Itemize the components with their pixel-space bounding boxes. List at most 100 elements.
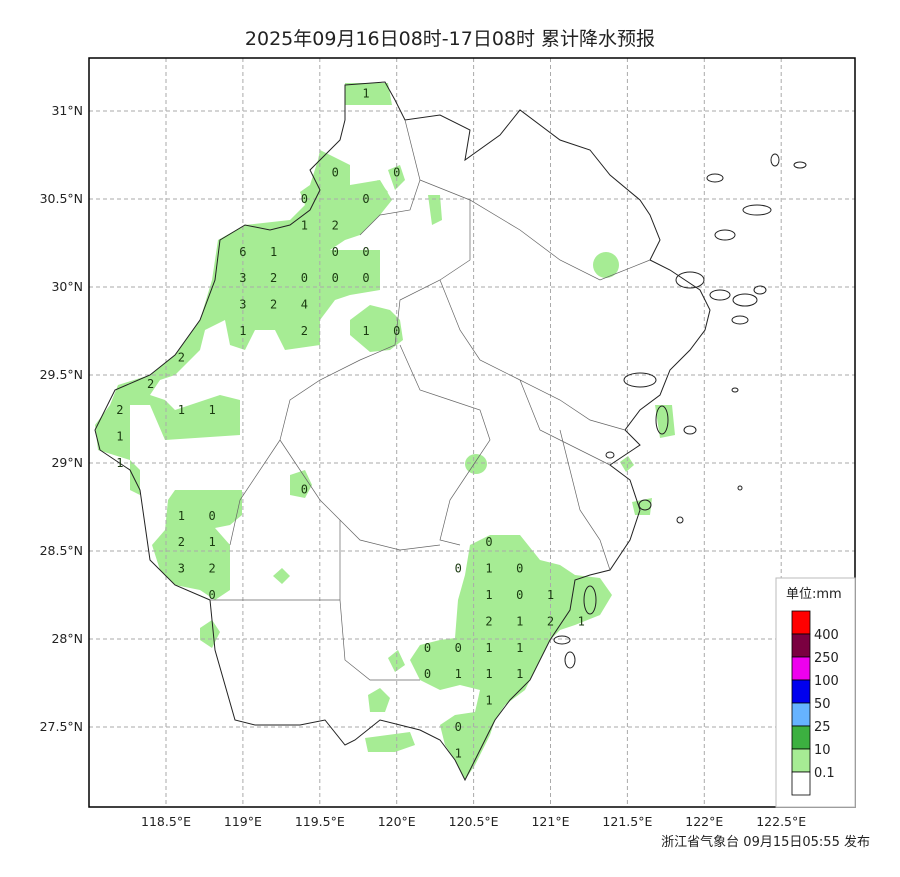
station-value: 0 [455,641,462,655]
station-value: 2 [547,614,554,628]
station-value: 1 [362,86,369,100]
lon-tick-label: 121°E [531,814,569,829]
station-value: 1 [455,667,462,681]
lon-tick-label: 120.5°E [449,814,499,829]
lat-tick-label: 30°N [51,279,83,294]
station-value: 0 [301,192,308,206]
station-value: 0 [424,667,431,681]
station-value: 1 [516,667,523,681]
legend-level-label: 100 [814,674,839,689]
station-value: 0 [332,245,339,259]
rain-area-anji [350,305,403,352]
station-value: 1 [516,614,523,628]
station-value: 6 [239,245,246,259]
station-value: 0 [332,166,339,180]
station-value: 0 [516,588,523,602]
station-value: 0 [485,535,492,549]
islands [553,153,807,669]
legend-swatch [791,656,811,681]
station-value: 3 [239,298,246,312]
station-value: 1 [239,324,246,338]
lon-tick-label: 118.5°E [141,814,191,829]
legend-level-label: 10 [814,743,831,758]
station-value: 2 [485,614,492,628]
legend-level-label: 0.1 [814,766,835,781]
station-value: 1 [516,641,523,655]
station-value: 1 [178,509,185,523]
station-value: 0 [209,509,216,523]
station-value: 0 [301,271,308,285]
station-value: 2 [116,403,123,417]
station-value: 3 [239,271,246,285]
lat-tick-label: 29°N [51,455,83,470]
station-value: 0 [209,588,216,602]
station-value: 2 [178,535,185,549]
station-value: 1 [578,614,585,628]
station-value: 1 [485,588,492,602]
station-value: 2 [301,324,308,338]
station-value: 1 [547,588,554,602]
station-value: 2 [270,298,277,312]
legend-box [775,577,856,808]
province-boundary [94,81,711,782]
station-value: 0 [516,562,523,576]
lat-tick-label: 30.5°N [40,191,83,206]
legend-level-label: 400 [814,628,839,643]
station-value: 1 [485,641,492,655]
zhejiang-outline [94,81,711,782]
station-value: 3 [178,562,185,576]
legend-swatch [791,771,811,796]
station-value: 2 [270,271,277,285]
station-value: 0 [362,271,369,285]
rain-area-east [593,252,619,278]
station-value: 2 [332,218,339,232]
station-value: 1 [485,562,492,576]
lat-tick-label: 28.5°N [40,543,83,558]
station-value: 1 [209,535,216,549]
lat-tick-label: 28°N [51,631,83,646]
station-value: 2 [147,377,154,391]
axis-tick-labels: 118.5°E 119°E 119.5°E 120°E 120.5°E 121°E 121.… [40,103,807,829]
rain-area-southwest [152,490,242,648]
lon-tick-label: 122.5°E [756,814,806,829]
lat-tick-label: 27.5°N [40,719,83,734]
lat-tick-label: 29.5°N [40,367,83,382]
station-value: 0 [424,641,431,655]
legend-swatch [791,748,811,773]
rain-area-southeast [410,535,612,780]
station-value: 4 [301,298,308,312]
station-value: 1 [301,218,308,232]
station-value: 0 [332,271,339,285]
rain-areas [95,83,675,780]
station-value: 0 [393,166,400,180]
station-value: 0 [393,324,400,338]
station-value: 2 [178,350,185,364]
rain-area-south-small [365,650,415,752]
legend-level-label: 250 [814,651,839,666]
station-value: 1 [485,694,492,708]
station-value: 1 [209,403,216,417]
station-value: 0 [362,192,369,206]
legend-swatch [791,679,811,704]
lon-tick-label: 121.5°E [602,814,652,829]
legend-swatch [791,725,811,750]
rain-area-quzhou [273,470,312,584]
rain-area-northwest [95,83,392,495]
legend-swatch [791,610,811,635]
lat-tick-label: 31°N [51,103,83,118]
lon-tick-label: 119°E [224,814,262,829]
station-value: 1 [455,746,462,760]
issuer-footer: 浙江省气象台 09月15日05:55 发布 [661,835,870,850]
map-frame [88,57,856,808]
station-value: 1 [485,667,492,681]
lon-tick-label: 120°E [378,814,416,829]
legend: 单位:mm 400 250 100 50 25 10 0.1 [775,577,856,808]
station-value: 0 [362,245,369,259]
legend-level-label: 50 [814,697,831,712]
legend-level-label: 25 [814,720,831,735]
city-boundaries [210,119,651,681]
station-value: 0 [301,482,308,496]
